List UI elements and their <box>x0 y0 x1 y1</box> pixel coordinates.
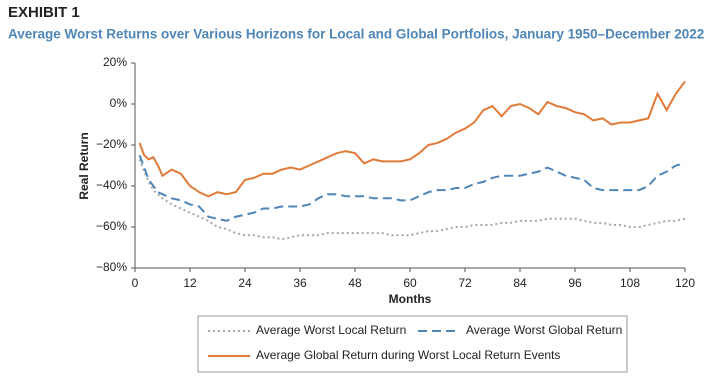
x-tick-label: 24 <box>238 276 252 290</box>
x-tick-label: 0 <box>132 276 139 290</box>
x-tick-label: 96 <box>568 276 582 290</box>
x-tick-label: 120 <box>675 276 695 290</box>
y-tick-label: −60% <box>96 219 127 233</box>
x-tick-label: 60 <box>403 276 417 290</box>
legend-label: Average Global Return during Worst Local… <box>256 348 560 362</box>
x-axis-label: Months <box>389 292 432 306</box>
y-tick-label: 0% <box>110 96 128 110</box>
x-tick-label: 108 <box>620 276 640 290</box>
line-series <box>138 159 686 241</box>
y-tick-label: −40% <box>96 178 127 192</box>
y-tick-label: −80% <box>96 260 127 274</box>
x-tick-label: 72 <box>458 276 472 290</box>
legend-label: Average Worst Global Return <box>466 323 622 337</box>
chart-title: EXHIBIT 1 <box>8 4 80 21</box>
y-axis-label: Real Return <box>77 132 91 199</box>
y-tick-label: −20% <box>96 137 127 151</box>
line-series <box>138 80 686 198</box>
line-series <box>138 154 686 222</box>
chart-subtitle: Average Worst Returns over Various Horiz… <box>8 27 704 42</box>
legend-label: Average Worst Local Return <box>256 323 406 337</box>
x-tick-label: 12 <box>183 276 197 290</box>
x-tick-label: 48 <box>348 276 362 290</box>
x-tick-label: 36 <box>293 276 307 290</box>
y-tick-label: 20% <box>103 55 127 69</box>
legend-box <box>197 315 628 373</box>
x-tick-label: 84 <box>513 276 527 290</box>
